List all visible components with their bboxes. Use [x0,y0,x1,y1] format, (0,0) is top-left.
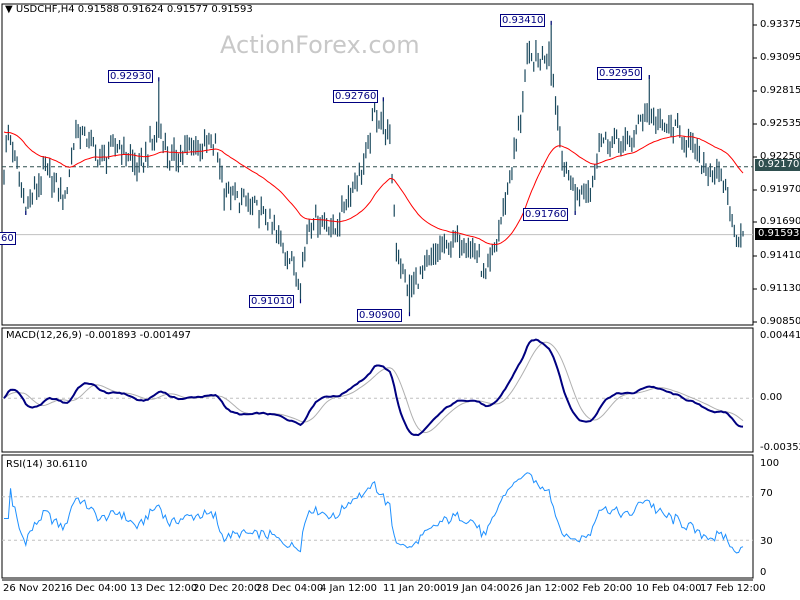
annotation-low: 0.91760 [523,208,569,221]
current-price-tag: 0.91593 [755,228,800,240]
time-label: 4 Jan 12:00 [320,583,377,594]
annotation-high: 0.93410 [500,14,546,27]
rsi-line [4,472,744,554]
rsi-label: RSI(14) 30.6110 [6,459,88,470]
time-label: 28 Dec 04:00 [256,583,324,594]
price-axis-label: 0.92815 [760,85,800,96]
macd-axis-label: 0.00 [760,392,783,403]
macd-panel-frame [1,327,754,453]
time-label: 26 Nov 2021 [3,583,68,594]
macd-label: MACD(12,26,9) -0.001893 -0.001497 [6,330,191,341]
high-value: 0.91624 [122,4,164,15]
macd-signal-line [3,341,744,434]
time-label: 2 Feb 20:00 [573,583,633,594]
watermark: ActionForex.com [220,31,420,59]
price-axis-label: 0.90850 [760,316,800,327]
moving-average-line [3,131,744,246]
panel-frames [1,3,754,581]
collapse-triangle-icon[interactable]: ▼ [5,4,13,15]
symbol-label: USDCHF,H4 [15,4,75,15]
time-label: 20 Dec 20:00 [193,583,261,594]
main-panel-frame [1,3,754,326]
rsi-axis-label: 100 [760,458,780,469]
low-value: 0.91577 [166,4,209,15]
price-axis-label: 0.91130 [760,283,800,294]
annotation-high: 0.92930 [108,70,154,83]
rsi-axis-label: 70 [760,488,773,499]
macd-axis-label: -0.003528 [760,442,800,453]
macd-main-line [3,338,744,437]
price-axis-label: 0.92250 [760,151,800,162]
annotation-low: 0.91010 [249,295,295,308]
time-label: 19 Jan 04:00 [446,583,510,594]
close-value: 0.91593 [211,4,253,15]
price-axis-label: 0.93375 [760,19,800,30]
price-axis-label: 0.92535 [760,118,800,129]
time-label: 11 Jan 20:00 [383,583,447,594]
time-label: 6 Dec 04:00 [66,583,127,594]
open-value: 0.91588 [77,4,120,15]
macd-axis-label: 0.004412 [760,330,800,341]
price-axis-label: 0.93095 [760,52,800,63]
annotation-low: 60 [0,232,16,245]
symbol-header: ▼ USDCHF,H4 0.91588 0.91624 0.91577 0.91… [5,4,253,15]
price-axis-label: 0.91410 [760,250,800,261]
annotation-high: 0.92950 [597,67,643,80]
rsi-axis-label: 0 [760,567,767,578]
price-axis-label: 0.91970 [760,184,800,195]
time-label: 17 Feb 12:00 [700,583,766,594]
annotation-high: 0.92760 [333,90,379,103]
price-axis-label: 0.91690 [760,216,800,227]
rsi-axis-label: 30 [760,536,773,547]
rsi-panel-frame [1,454,754,579]
annotation-low: 0.90900 [357,309,403,322]
dashed-level-tag: 0.92170 [755,159,800,171]
time-label: 13 Dec 12:00 [130,583,198,594]
time-label: 26 Jan 12:00 [510,583,574,594]
time-label: 10 Feb 04:00 [636,583,702,594]
